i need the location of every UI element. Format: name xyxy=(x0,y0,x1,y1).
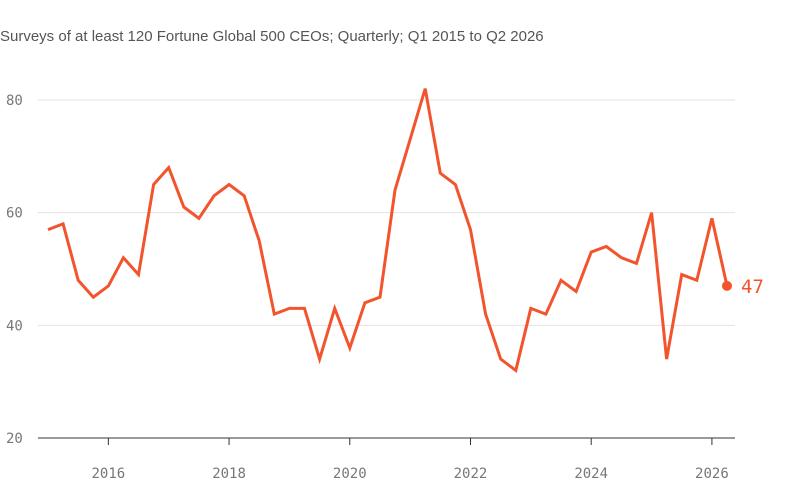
end-point-marker xyxy=(722,280,732,291)
y-tick-label-80: 80 xyxy=(6,93,23,109)
x-axis-ticks: 2016 2018 2020 2022 2024 2026 xyxy=(91,438,729,480)
grid-lines xyxy=(38,99,735,326)
series-layer: 47 xyxy=(47,88,764,373)
x-tick-label-2022: 2022 xyxy=(454,466,488,480)
x-tick-label-2018: 2018 xyxy=(212,466,246,480)
y-tick-label-40: 40 xyxy=(6,318,23,334)
y-axis-ticks: 20 40 60 80 xyxy=(6,93,23,447)
series-line xyxy=(47,88,729,373)
x-tick-label-2016: 2016 xyxy=(91,466,125,480)
x-tick-label-2024: 2024 xyxy=(574,466,608,480)
chart-subtitle: Surveys of at least 120 Fortune Global 5… xyxy=(0,28,544,45)
end-value-label: 47 xyxy=(741,276,764,298)
y-tick-label-20: 20 xyxy=(6,431,23,447)
x-tick-label-2020: 2020 xyxy=(333,466,367,480)
y-tick-label-60: 60 xyxy=(6,206,23,222)
x-tick-label-2026: 2026 xyxy=(695,466,729,480)
